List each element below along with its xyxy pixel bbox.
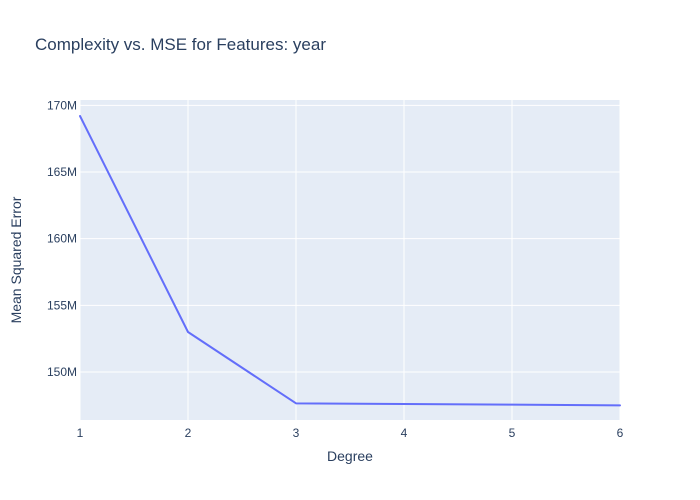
y-tick-label-155M: 155M bbox=[47, 298, 77, 312]
y-tick-label-165M: 165M bbox=[47, 165, 77, 179]
data-series bbox=[79, 115, 621, 407]
y-tick-label-160M: 160M bbox=[47, 232, 77, 246]
x-tick-label-3: 3 bbox=[293, 426, 300, 440]
plot-background bbox=[80, 100, 620, 420]
x-tick-label-6: 6 bbox=[617, 426, 624, 440]
y-axis-title: Mean Squared Error bbox=[8, 196, 24, 323]
x-axis-title: Degree bbox=[327, 448, 373, 464]
mse-line-series-1 bbox=[79, 115, 621, 407]
y-tick-label-170M: 170M bbox=[47, 98, 77, 112]
chart-title: Complexity vs. MSE for Features: year bbox=[35, 35, 326, 54]
x-tick-label-5: 5 bbox=[509, 426, 516, 440]
x-tick-label-2: 2 bbox=[185, 426, 192, 440]
x-tick-label-1: 1 bbox=[77, 426, 84, 440]
axis-ticks: 1 2 3 4 5 6 150M 155M 160M 165M 170M bbox=[47, 98, 624, 440]
y-tick-label-150M: 150M bbox=[47, 365, 77, 379]
x-tick-label-4: 4 bbox=[401, 426, 408, 440]
grid-lines bbox=[79, 100, 621, 420]
